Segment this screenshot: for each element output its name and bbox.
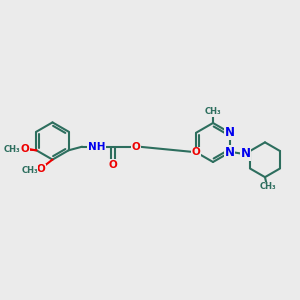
Text: N: N [225, 146, 235, 159]
Text: CH₃: CH₃ [205, 107, 221, 116]
Text: O: O [17, 144, 26, 154]
Text: CH₃: CH₃ [21, 166, 38, 175]
Text: O: O [109, 160, 117, 170]
Text: O: O [132, 142, 140, 152]
Text: N: N [241, 147, 250, 160]
Text: O: O [192, 147, 200, 157]
Text: CH₃: CH₃ [260, 182, 276, 191]
Text: O: O [6, 144, 14, 154]
Text: CH₃: CH₃ [4, 145, 21, 154]
Text: O: O [21, 144, 29, 154]
Text: O: O [37, 164, 46, 174]
Text: N: N [225, 126, 235, 139]
Text: NH: NH [88, 142, 105, 152]
